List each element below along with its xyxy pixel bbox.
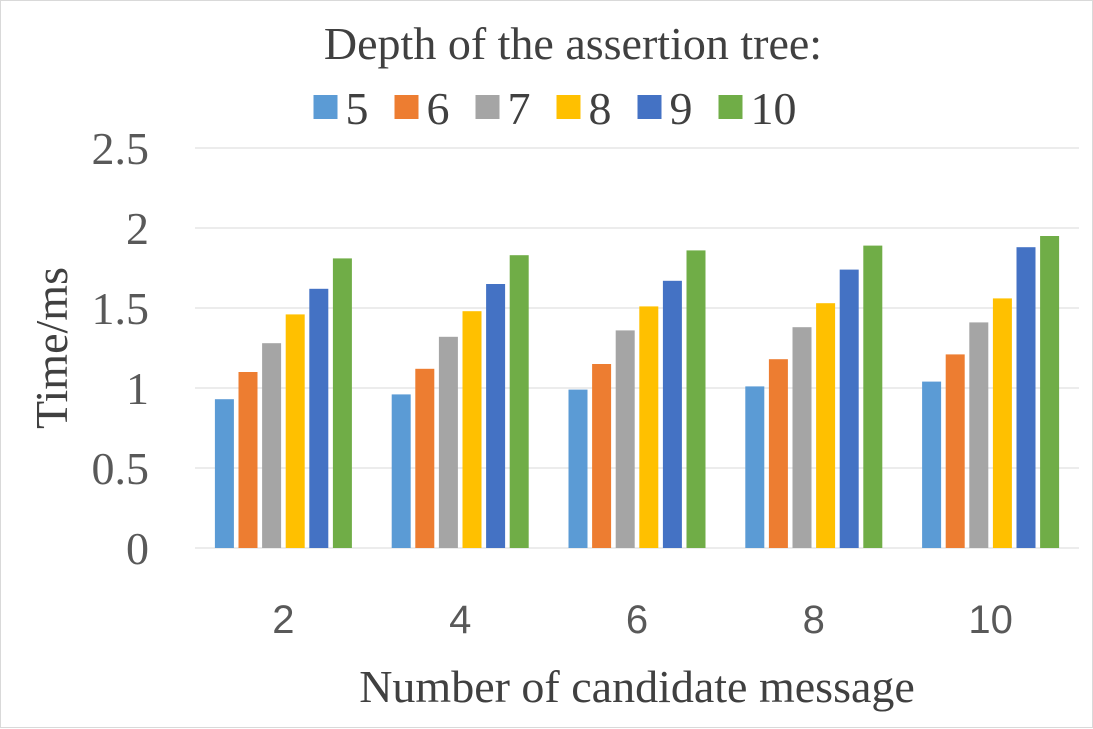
bar-series-10-cat-8 [863, 245, 883, 548]
bar-series-6-cat-10 [945, 354, 965, 548]
legend: 5 6 7 8 9 10 [313, 83, 797, 134]
y-axis-ticks: 0 0.5 1 1.5 2 2.5 [92, 123, 150, 574]
bar-series-9-cat-4 [486, 284, 506, 548]
legend-item: 10 [718, 83, 797, 134]
bar-series-5-cat-8 [745, 386, 765, 548]
y-axis-label: Time/ms [26, 267, 77, 429]
bar-series-8-cat-2 [285, 314, 305, 548]
legend-swatch [394, 95, 419, 119]
x-tick-label: 6 [626, 598, 648, 642]
bar-series-10-cat-2 [332, 258, 352, 548]
bar-series-8-cat-10 [992, 298, 1012, 548]
bar-series-5-cat-4 [391, 394, 411, 548]
legend-label: 8 [589, 83, 612, 134]
legend-item: 6 [394, 83, 450, 134]
legend-swatch [313, 95, 338, 119]
y-tick-label: 2.5 [92, 123, 150, 174]
x-axis-label: Number of candidate message [359, 661, 915, 712]
y-tick-label: 0.5 [92, 443, 150, 494]
bar-series-9-cat-8 [839, 269, 859, 548]
bar-series-6-cat-6 [592, 364, 612, 548]
legend-item: 7 [475, 83, 531, 134]
legend-swatch [475, 95, 500, 119]
bar-series-7-cat-2 [262, 343, 282, 548]
bar-series-8-cat-8 [816, 303, 836, 548]
bars [214, 236, 1060, 548]
y-tick-label: 2 [126, 203, 149, 254]
y-tick-label: 0 [126, 523, 149, 574]
legend-swatch [718, 95, 743, 119]
legend-swatch [556, 95, 581, 119]
legend-label: 9 [670, 83, 693, 134]
legend-label: 10 [751, 83, 797, 134]
legend-label: 7 [508, 83, 531, 134]
bar-series-9-cat-2 [309, 288, 329, 548]
bar-series-10-cat-4 [509, 255, 529, 548]
bar-series-7-cat-8 [792, 327, 812, 548]
legend-item: 8 [556, 83, 612, 134]
bar-series-6-cat-4 [415, 368, 435, 548]
legend-item: 9 [637, 83, 693, 134]
bar-series-6-cat-8 [768, 359, 788, 548]
x-tick-label: 2 [272, 598, 294, 642]
bar-series-5-cat-10 [922, 381, 942, 548]
y-tick-label: 1 [126, 363, 149, 414]
bar-series-7-cat-4 [438, 336, 458, 548]
chart-title: Depth of the assertion tree: [324, 18, 822, 69]
bar-series-5-cat-2 [214, 399, 234, 548]
legend-swatch [637, 95, 662, 119]
bar-series-7-cat-10 [969, 322, 989, 548]
bar-series-9-cat-6 [662, 280, 682, 548]
y-tick-label: 1.5 [92, 283, 150, 334]
x-tick-label: 8 [803, 598, 825, 642]
bar-series-8-cat-6 [639, 306, 659, 548]
legend-label: 6 [427, 83, 450, 134]
bar-series-5-cat-6 [568, 389, 588, 548]
bar-series-8-cat-4 [462, 311, 482, 548]
x-axis-ticks: 2 4 6 8 10 [272, 598, 1013, 642]
legend-item: 5 [313, 83, 369, 134]
bar-series-7-cat-6 [615, 330, 635, 548]
x-tick-label: 10 [968, 598, 1013, 642]
bar-series-10-cat-6 [686, 250, 706, 548]
x-tick-label: 4 [449, 598, 471, 642]
legend-label: 5 [346, 83, 369, 134]
bar-series-9-cat-10 [1016, 247, 1036, 548]
bar-series-10-cat-10 [1040, 236, 1060, 548]
bar-series-6-cat-2 [238, 372, 258, 548]
